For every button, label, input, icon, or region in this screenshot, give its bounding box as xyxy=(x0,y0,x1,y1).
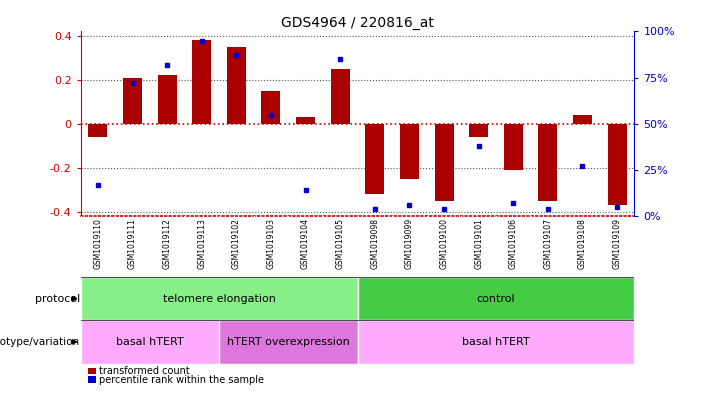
Bar xyxy=(358,277,634,320)
Bar xyxy=(296,117,315,124)
Bar xyxy=(358,320,634,364)
Bar xyxy=(400,124,419,179)
Text: GSM1019098: GSM1019098 xyxy=(370,218,379,269)
Bar xyxy=(81,320,219,364)
Text: basal hTERT: basal hTERT xyxy=(116,337,184,347)
Text: genotype/variation: genotype/variation xyxy=(0,337,80,347)
Bar xyxy=(227,47,246,124)
Bar xyxy=(608,124,627,205)
Bar xyxy=(365,124,384,194)
Bar xyxy=(158,75,177,124)
Bar xyxy=(538,124,557,201)
Text: basal hTERT: basal hTERT xyxy=(462,337,530,347)
Text: GSM1019105: GSM1019105 xyxy=(336,218,345,269)
Text: percentile rank within the sample: percentile rank within the sample xyxy=(99,375,264,385)
Bar xyxy=(435,124,454,201)
Bar xyxy=(123,78,142,124)
Text: hTERT overexpression: hTERT overexpression xyxy=(227,337,350,347)
Bar xyxy=(88,124,107,137)
Text: GSM1019106: GSM1019106 xyxy=(509,218,518,269)
Bar xyxy=(261,91,280,124)
Bar xyxy=(331,69,350,124)
Bar xyxy=(192,40,211,124)
Text: GSM1019101: GSM1019101 xyxy=(474,218,483,269)
Text: protocol: protocol xyxy=(34,294,80,304)
Text: telomere elongation: telomere elongation xyxy=(163,294,275,304)
Bar xyxy=(219,320,358,364)
Text: GSM1019103: GSM1019103 xyxy=(266,218,275,269)
Text: GSM1019110: GSM1019110 xyxy=(93,218,102,269)
Text: GSM1019108: GSM1019108 xyxy=(578,218,587,269)
Text: GSM1019109: GSM1019109 xyxy=(613,218,622,269)
Text: control: control xyxy=(477,294,515,304)
Text: GSM1019107: GSM1019107 xyxy=(543,218,552,269)
Bar xyxy=(81,277,358,320)
Text: GSM1019112: GSM1019112 xyxy=(163,218,172,269)
Bar xyxy=(469,124,488,137)
Text: GSM1019111: GSM1019111 xyxy=(128,218,137,269)
Bar xyxy=(573,115,592,124)
Text: GSM1019099: GSM1019099 xyxy=(405,218,414,269)
Text: GSM1019102: GSM1019102 xyxy=(232,218,241,269)
Text: GSM1019104: GSM1019104 xyxy=(301,218,310,269)
Text: transformed count: transformed count xyxy=(99,366,189,376)
Text: GSM1019113: GSM1019113 xyxy=(197,218,206,269)
Bar xyxy=(504,124,523,170)
Title: GDS4964 / 220816_at: GDS4964 / 220816_at xyxy=(281,17,434,30)
Text: GSM1019100: GSM1019100 xyxy=(440,218,449,269)
